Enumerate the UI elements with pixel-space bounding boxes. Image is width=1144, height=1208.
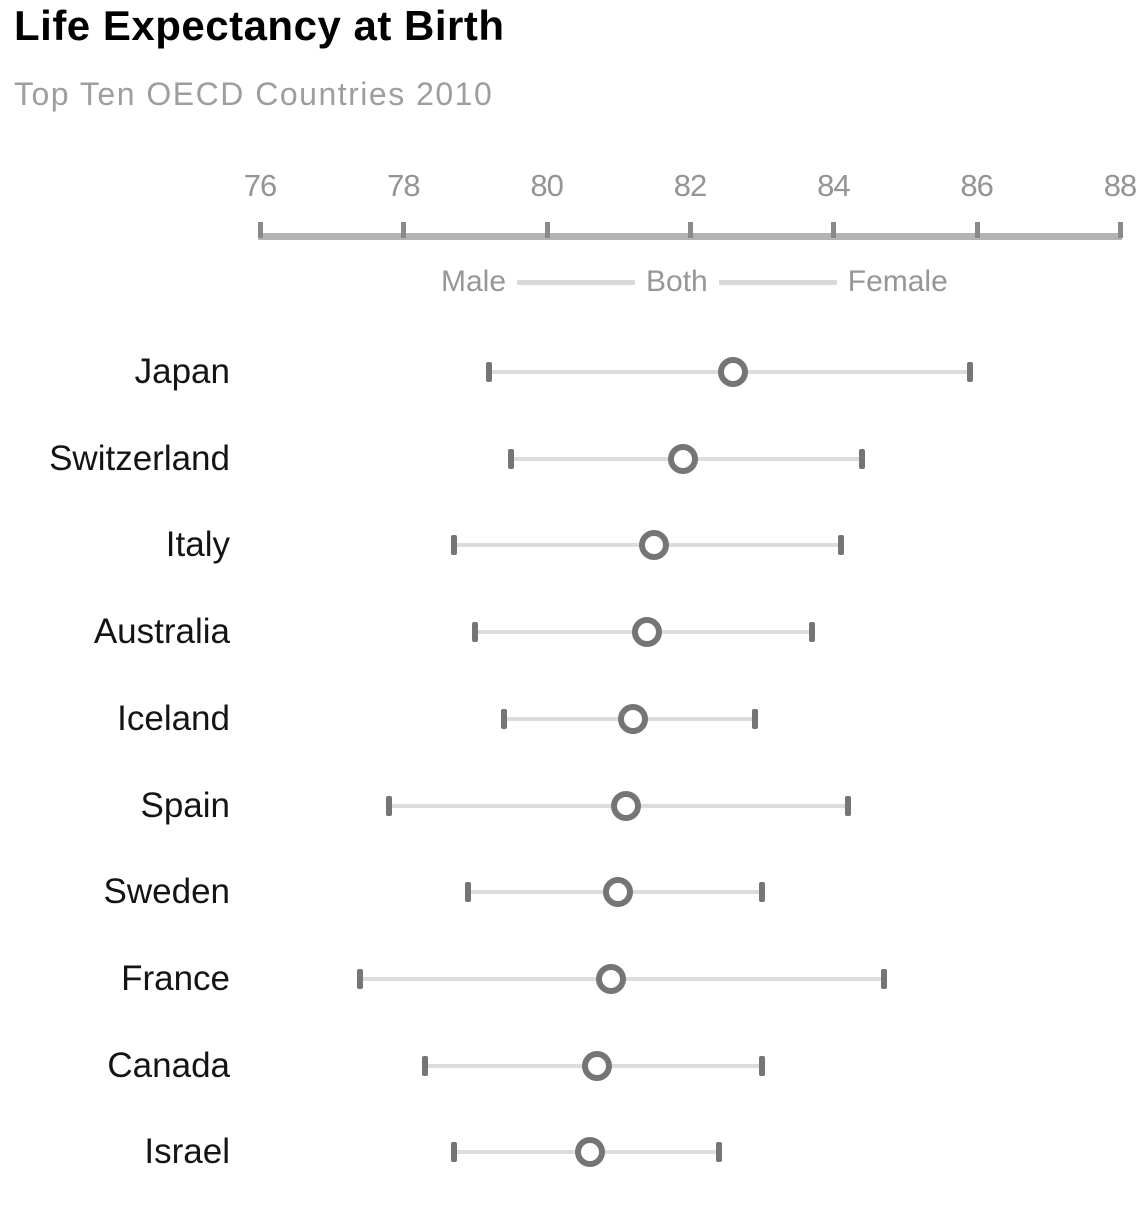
female-marker (859, 448, 865, 469)
x-axis-tick-label: 78 (387, 168, 420, 203)
male-marker (357, 968, 364, 989)
legend-label-male: Male (441, 265, 507, 298)
country-label-switzerland: Switzerland (49, 438, 230, 478)
x-axis-tick-label: 88 (1103, 168, 1137, 203)
x-axis-tick-mark (688, 222, 693, 238)
male-marker (500, 708, 507, 729)
x-axis-tick-mark (401, 222, 407, 238)
legend-label-female: Female (847, 265, 948, 298)
female-marker (837, 535, 844, 556)
male-marker (486, 362, 493, 382)
country-label-france: France (121, 958, 230, 998)
male-marker (464, 882, 471, 903)
x-axis-tick-mark (258, 222, 263, 238)
page-title: Life Expectancy at Birth (14, 2, 505, 49)
both-sexes-marker (574, 1137, 605, 1168)
male-marker (421, 1055, 428, 1076)
legend: Male Both Female (441, 264, 948, 300)
both-sexes-marker (667, 443, 698, 474)
x-axis-tick-label: 84 (817, 168, 850, 203)
x-axis-tick-mark (544, 222, 550, 238)
x-axis-tick-mark (831, 222, 837, 238)
both-sexes-marker (718, 357, 748, 387)
female-marker (966, 362, 973, 382)
country-label-israel: Israel (144, 1132, 230, 1172)
female-marker (844, 795, 851, 816)
country-label-canada: Canada (107, 1045, 230, 1085)
legend-label-both: Both (646, 265, 708, 298)
country-label-sweden: Sweden (103, 872, 230, 912)
male-marker (450, 535, 457, 556)
x-axis-tick-label: 86 (960, 168, 993, 203)
both-sexes-marker (581, 1050, 612, 1081)
both-sexes-marker (610, 790, 641, 821)
x-axis-tick-label: 76 (243, 168, 277, 203)
both-sexes-marker (639, 530, 670, 561)
both-sexes-marker (596, 963, 627, 994)
female-marker (758, 882, 765, 903)
both-sexes-marker (632, 617, 662, 648)
country-label-australia: Australia (93, 612, 230, 652)
female-marker (758, 1055, 765, 1076)
male-marker (507, 448, 514, 469)
female-marker (880, 968, 887, 989)
legend-connector-line (718, 279, 837, 285)
country-label-japan: Japan (134, 352, 230, 391)
both-sexes-marker (603, 877, 634, 908)
country-label-iceland: Iceland (117, 698, 230, 738)
male-marker (472, 622, 478, 643)
female-marker (751, 708, 758, 729)
x-axis-tick-label: 80 (530, 168, 563, 203)
country-label-spain: Spain (140, 785, 230, 825)
country-label-italy: Italy (165, 525, 230, 565)
male-marker (450, 1142, 457, 1163)
male-marker (386, 795, 392, 816)
x-axis-tick-mark (1118, 222, 1123, 238)
both-sexes-marker (617, 703, 648, 734)
female-marker (715, 1142, 722, 1163)
female-marker (808, 622, 815, 643)
legend-connector-line (517, 279, 636, 285)
x-axis-tick-label: 82 (673, 168, 707, 203)
x-axis-tick-mark (974, 222, 980, 238)
page-subtitle: Top Ten OECD Countries 2010 (14, 76, 494, 112)
